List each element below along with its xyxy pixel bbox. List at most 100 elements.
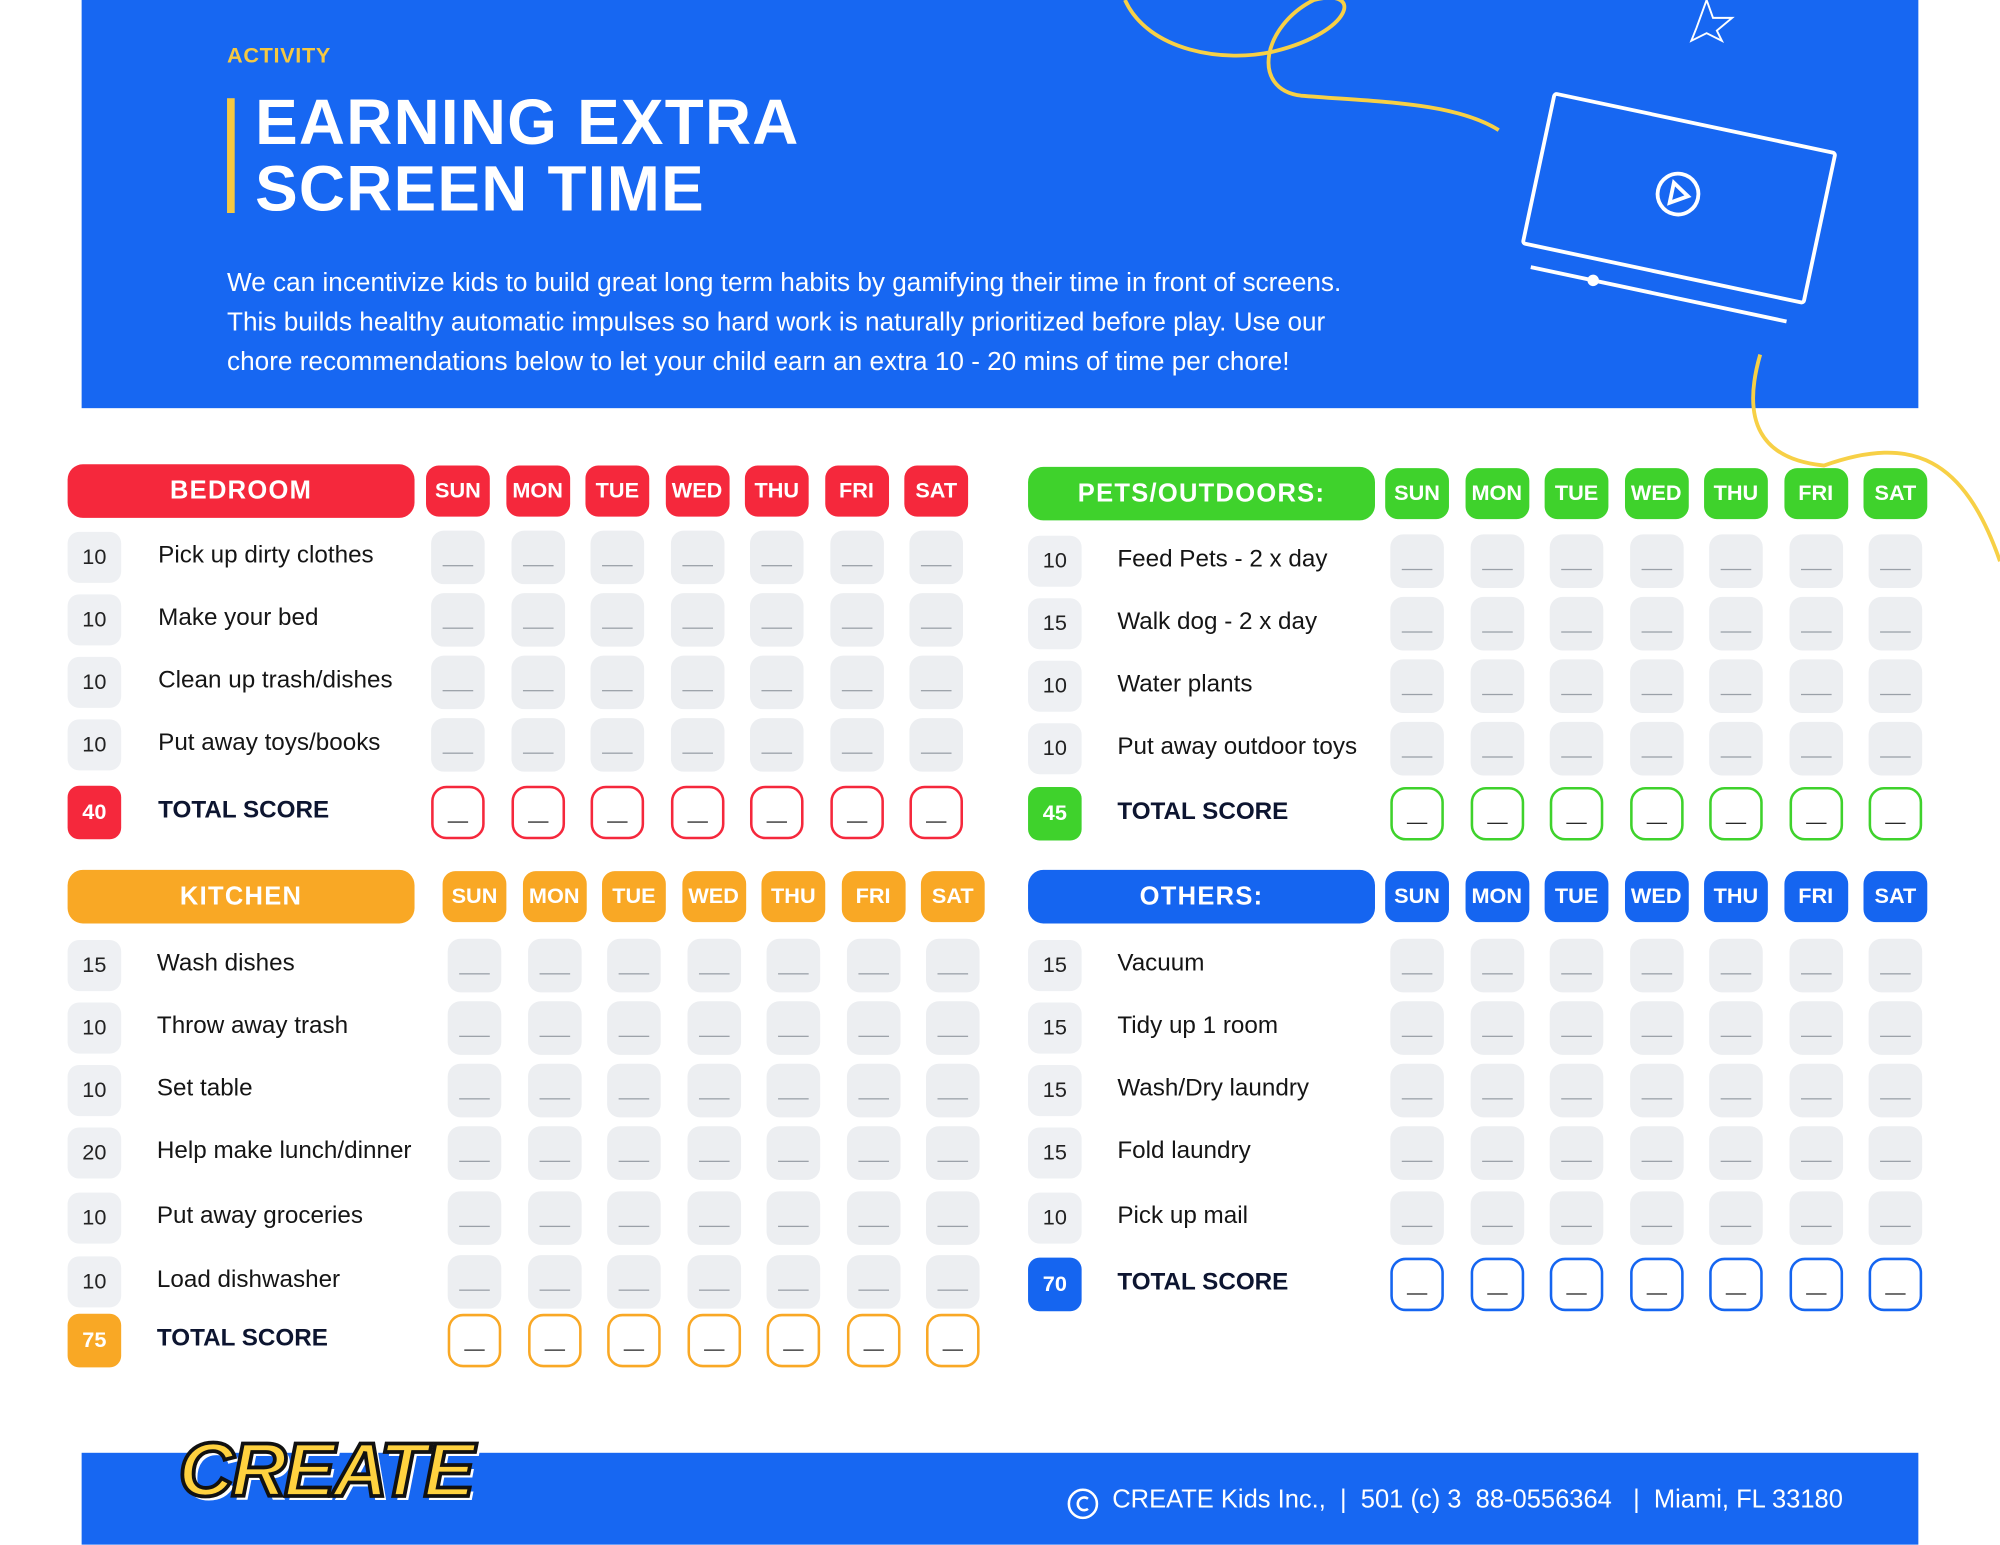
check-cell [1390, 938, 1444, 993]
check-cell [1788, 534, 1843, 589]
check-cell [1709, 1126, 1763, 1180]
day-header: SUN [1385, 468, 1449, 520]
logo: CREATE [177, 1425, 477, 1514]
check-cell [829, 718, 884, 772]
total-cell [527, 1313, 581, 1368]
check-cell [766, 1001, 821, 1055]
total-cell [1709, 786, 1763, 841]
check-cell [926, 1063, 980, 1118]
check-cell [1709, 721, 1763, 776]
check-cell [1709, 1063, 1763, 1118]
task-label: Water plants [1117, 670, 1253, 698]
points-box: 15 [1028, 1127, 1082, 1179]
check-cell [829, 655, 884, 710]
footer-info: CREATE Kids Inc., | 501 (c) 3 88-0556364… [1112, 1485, 1843, 1515]
check-cell [1868, 534, 1923, 589]
check-cell [607, 1126, 661, 1180]
check-cell [1549, 596, 1604, 651]
check-cell [1470, 1063, 1524, 1118]
total-cell [670, 785, 724, 840]
day-header: WED [1624, 871, 1689, 923]
total-cell [590, 785, 645, 840]
total-cell [1470, 1257, 1524, 1312]
check-cell [431, 530, 485, 585]
day-header: THU [744, 465, 809, 517]
check-cell [431, 718, 485, 772]
check-cell [431, 593, 485, 647]
check-cell [447, 1126, 502, 1180]
check-cell [846, 938, 900, 993]
check-cell [749, 655, 804, 710]
check-cell [1868, 721, 1923, 776]
section-header: PETS/OUTDOORS: [1028, 466, 1375, 521]
check-cell [909, 655, 964, 710]
check-cell [1629, 534, 1684, 589]
check-cell [686, 1063, 741, 1118]
total-points: 45 [1028, 786, 1082, 841]
section-header: KITCHEN [67, 869, 415, 924]
check-cell [1390, 1126, 1444, 1180]
check-cell [1868, 659, 1923, 714]
description: We can incentivize kids to build great l… [227, 263, 1341, 382]
total-label: TOTAL SCORE [1117, 798, 1289, 826]
check-cell [607, 1255, 661, 1309]
day-header: MON [1464, 871, 1529, 923]
check-cell [447, 1001, 502, 1055]
task-label: Pick up dirty clothes [158, 542, 374, 569]
check-cell [1549, 1063, 1604, 1118]
check-cell [686, 1255, 741, 1309]
total-cell [829, 785, 884, 840]
day-header: FRI [1783, 468, 1848, 520]
day-header: SUN [426, 465, 490, 517]
task-label: Vacuum [1117, 950, 1205, 978]
check-cell [1549, 938, 1604, 993]
check-cell [527, 1126, 581, 1180]
total-cell [1788, 786, 1843, 841]
check-cell [1470, 938, 1524, 993]
check-cell [749, 718, 804, 772]
check-cell [909, 718, 964, 772]
check-cell [1788, 1001, 1843, 1055]
check-cell [1788, 1063, 1843, 1118]
check-cell [1549, 1191, 1604, 1245]
check-cell [1788, 596, 1843, 651]
task-label: Put away outdoor toys [1117, 733, 1358, 761]
check-cell [607, 1063, 661, 1118]
check-cell [1709, 659, 1763, 714]
day-header: TUE [1544, 871, 1609, 923]
check-cell [607, 1001, 661, 1055]
check-cell [590, 718, 645, 772]
points-box: 15 [1028, 940, 1082, 992]
task-label: Feed Pets - 2 x day [1117, 545, 1328, 573]
total-cell [510, 785, 565, 840]
task-label: Help make lunch/dinner [156, 1137, 412, 1165]
check-cell [527, 938, 581, 993]
check-cell [686, 1001, 741, 1055]
total-cell [1549, 1257, 1604, 1312]
day-header: FRI [841, 871, 905, 923]
check-cell [766, 1191, 821, 1245]
check-cell [670, 655, 724, 710]
check-cell [1470, 534, 1524, 589]
task-label: Pick up mail [1117, 1202, 1248, 1230]
total-cell [1868, 786, 1923, 841]
check-cell [1868, 938, 1923, 993]
check-cell [1868, 596, 1923, 651]
day-header: SAT [920, 871, 985, 923]
points-box: 10 [67, 1065, 122, 1117]
total-cell [766, 1313, 821, 1368]
check-cell [447, 938, 502, 993]
check-cell [1470, 1001, 1524, 1055]
check-cell [1629, 596, 1684, 651]
day-header: SUN [442, 871, 507, 923]
points-box: 15 [1028, 1065, 1082, 1117]
check-cell [1629, 721, 1684, 776]
total-cell [846, 1313, 900, 1368]
check-cell [1788, 721, 1843, 776]
day-header: MON [522, 871, 587, 923]
total-cell [607, 1313, 661, 1368]
check-cell [1549, 721, 1604, 776]
task-label: Clean up trash/dishes [158, 667, 393, 694]
points-box: 10 [67, 594, 122, 646]
